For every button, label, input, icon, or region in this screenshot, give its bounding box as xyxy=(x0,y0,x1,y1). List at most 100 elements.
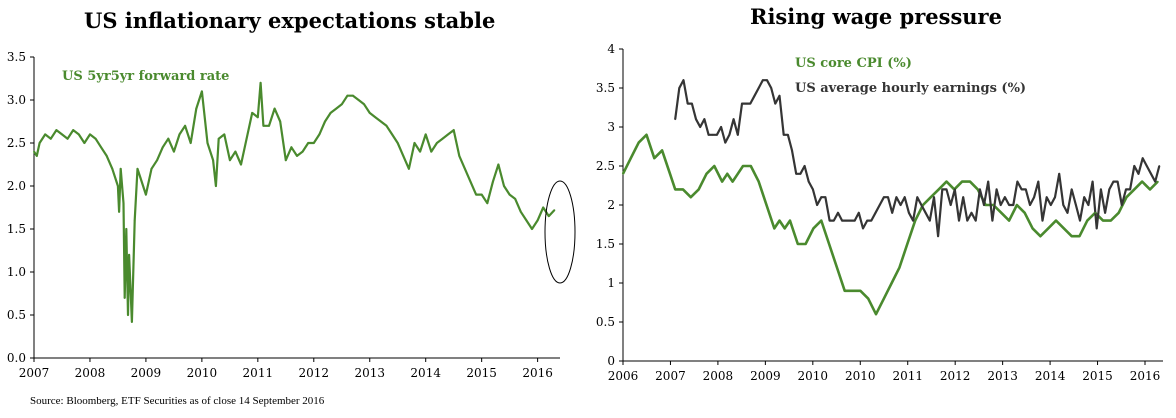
data-point xyxy=(707,133,710,136)
data-point xyxy=(229,159,231,162)
data-point xyxy=(778,94,781,97)
data-point xyxy=(1033,196,1035,199)
data-point xyxy=(929,196,932,199)
data-point xyxy=(920,204,923,206)
data-point xyxy=(161,146,164,149)
data-point xyxy=(832,219,835,222)
data-point xyxy=(713,165,716,167)
data-point xyxy=(883,297,885,300)
data-point xyxy=(1109,219,1112,222)
data-point xyxy=(212,159,215,162)
data-point xyxy=(1112,180,1115,183)
data-point xyxy=(937,235,939,238)
data-point xyxy=(396,142,399,144)
data-point xyxy=(290,146,293,149)
y-tick-label: 0.5 xyxy=(7,308,26,322)
data-point xyxy=(105,155,108,157)
data-point xyxy=(1108,188,1111,191)
data-point xyxy=(380,120,382,123)
data-point xyxy=(1079,219,1081,222)
data-point xyxy=(464,167,466,170)
data-point xyxy=(891,211,894,214)
data-point xyxy=(970,211,973,214)
data-point xyxy=(862,227,864,230)
data-point xyxy=(145,193,147,196)
data-point xyxy=(1145,165,1148,167)
data-point xyxy=(682,79,685,82)
data-point xyxy=(778,219,781,222)
y-tick-label: 1.5 xyxy=(596,237,615,251)
data-point xyxy=(1149,188,1151,191)
data-point xyxy=(329,112,332,114)
data-point xyxy=(419,150,421,153)
y-tick-label: 0.0 xyxy=(7,351,26,365)
data-point xyxy=(273,107,276,110)
data-point xyxy=(402,155,405,157)
data-point xyxy=(215,185,217,187)
x-tick-label: 2013 xyxy=(354,366,385,380)
data-point xyxy=(820,196,823,199)
data-point xyxy=(133,219,136,222)
data-point xyxy=(736,172,739,175)
data-point xyxy=(726,172,729,175)
data-point xyxy=(201,90,203,93)
data-point xyxy=(368,112,371,114)
data-point xyxy=(189,142,192,144)
data-point xyxy=(695,118,697,121)
data-point xyxy=(742,165,744,167)
data-point xyxy=(284,159,287,162)
data-point xyxy=(820,219,823,222)
data-point xyxy=(924,211,927,214)
data-point xyxy=(753,94,756,97)
data-point xyxy=(536,219,539,222)
y-tick-label: 3.5 xyxy=(596,81,615,95)
data-point xyxy=(217,137,220,140)
data-point xyxy=(340,103,343,106)
data-point xyxy=(475,193,477,196)
data-point xyxy=(324,120,326,123)
data-point xyxy=(77,133,80,136)
data-point xyxy=(89,133,91,136)
data-point xyxy=(853,219,856,222)
data-point xyxy=(1000,211,1003,214)
data-point xyxy=(782,133,785,136)
data-point xyxy=(962,196,965,199)
data-point xyxy=(721,180,723,183)
data-point xyxy=(749,102,752,105)
data-point xyxy=(503,185,505,187)
data-point xyxy=(916,196,919,199)
data-point xyxy=(674,118,677,121)
data-point xyxy=(857,211,860,214)
data-point xyxy=(703,118,706,121)
data-point xyxy=(35,155,38,157)
x-tick-label: 2010 xyxy=(845,369,876,383)
x-tick-label: 2008 xyxy=(703,369,734,383)
y-tick-label: 4 xyxy=(607,42,615,56)
data-point xyxy=(441,137,444,140)
data-point xyxy=(1133,165,1136,167)
data-point xyxy=(937,188,940,191)
data-point xyxy=(736,133,739,136)
data-point xyxy=(933,196,935,199)
data-point xyxy=(992,204,995,206)
data-point xyxy=(1078,235,1081,238)
data-point xyxy=(1066,211,1069,214)
data-point xyxy=(720,126,722,128)
y-tick-label: 3 xyxy=(607,120,615,134)
data-point xyxy=(458,155,461,157)
data-point xyxy=(178,133,181,136)
x-tick-label: 2014 xyxy=(1035,369,1066,383)
data-point xyxy=(841,219,843,222)
data-point xyxy=(629,157,632,160)
source-note: Source: Bloomberg, ETF Securities as of … xyxy=(30,395,325,407)
data-point xyxy=(1091,180,1094,183)
data-point xyxy=(837,211,839,214)
data-point xyxy=(1102,219,1104,222)
data-point xyxy=(899,204,902,206)
data-point xyxy=(33,150,35,153)
data-point xyxy=(519,210,522,213)
y-tick-label: 2.5 xyxy=(7,136,26,150)
data-point xyxy=(622,172,624,175)
data-point xyxy=(531,228,533,230)
data-point xyxy=(999,204,1002,206)
